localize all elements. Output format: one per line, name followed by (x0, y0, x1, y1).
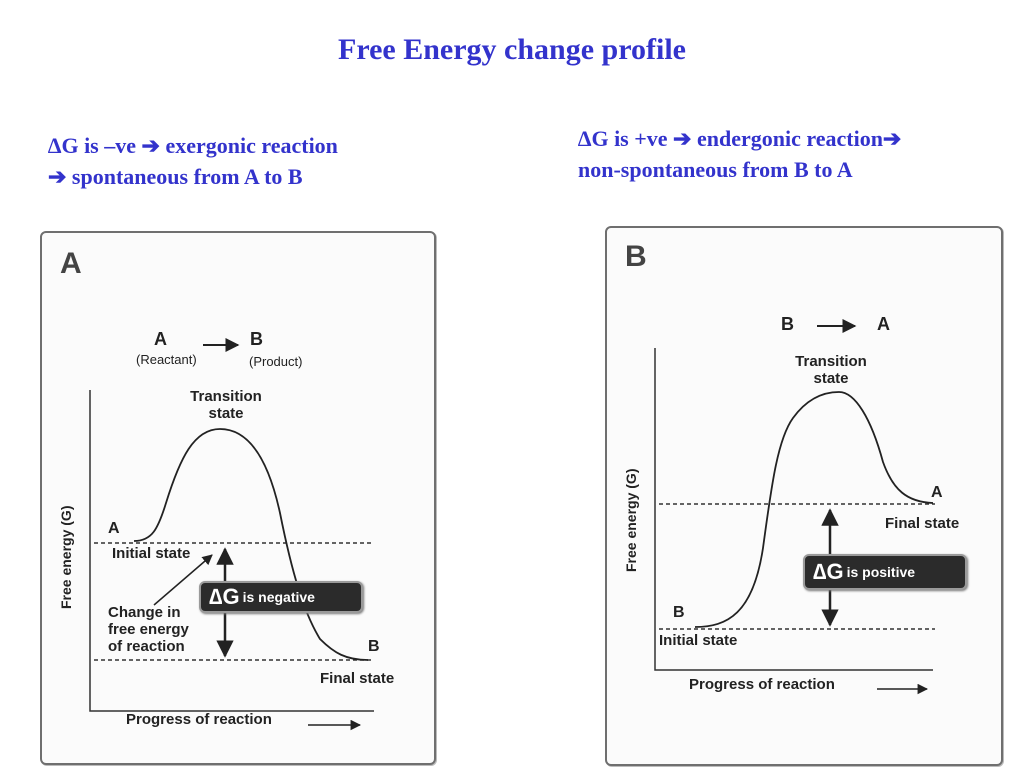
equation-reactant: B (781, 314, 794, 334)
change-note-line2: free energy (108, 621, 189, 638)
endergonic-diagram-panel: B B A Transition state B A Final state I… (605, 226, 1003, 766)
end-point-label: B (368, 638, 380, 655)
delta-g-positive-badge: ∆G is positive (803, 554, 967, 590)
change-note-pointer (153, 554, 213, 606)
y-axis-label: Free energy (G) (623, 468, 639, 572)
panel-a-label: A (60, 247, 82, 280)
delta-g-negative-text: is negative (242, 589, 315, 605)
endergonic-caption-line1: ∆G is +ve ➔ endergonic reaction➔ (578, 126, 902, 151)
transition-state-label: Transition state (170, 388, 282, 422)
exergonic-diagram-panel: A A B (Reactant) (Product) Transition st… (40, 231, 436, 765)
slide-title: Free Energy change profile (338, 33, 686, 66)
x-axis-label: Progress of reaction (126, 711, 272, 728)
exergonic-caption: ∆G is –ve ➔ exergonic reaction ➔ spontan… (48, 130, 338, 192)
final-state-label: Final state (885, 515, 960, 532)
change-note-line3: of reaction (108, 638, 185, 655)
transition-state-line1: Transition (795, 353, 867, 370)
product-sublabel: (Product) (249, 354, 303, 369)
x-axis-label: Progress of reaction (689, 676, 835, 693)
transition-state-label: Transition state (775, 353, 887, 387)
exergonic-caption-line2: ➔ spontaneous from A to B (48, 164, 303, 189)
energy-curve (694, 391, 934, 628)
initial-state-label: Initial state (112, 545, 191, 562)
y-axis-label: Free energy (G) (58, 505, 74, 609)
endergonic-caption-line2: non-spontaneous from B to A (578, 157, 853, 182)
start-point-label: B (673, 604, 685, 621)
endergonic-diagram-graphics (654, 319, 935, 695)
equation-reactant: A (154, 329, 167, 349)
delta-g-negative-badge: ∆G is negative (199, 581, 363, 613)
final-state-label: Final state (320, 670, 395, 687)
exergonic-caption-line1: ∆G is –ve ➔ exergonic reaction (48, 133, 338, 158)
transition-state-line2: state (208, 405, 244, 422)
start-point-label: A (108, 520, 120, 537)
equation-product: A (877, 314, 890, 334)
endergonic-caption: ∆G is +ve ➔ endergonic reaction➔ non-spo… (578, 123, 901, 185)
y-axis-line (89, 390, 374, 712)
energy-curve (133, 428, 369, 661)
transition-state-line2: state (813, 370, 849, 387)
reactant-sublabel: (Reactant) (136, 352, 197, 367)
change-in-free-energy-note: Change in free energy of reaction (108, 604, 189, 655)
equation-product: B (250, 329, 263, 349)
transition-state-line1: Transition (190, 388, 262, 405)
end-point-label: A (931, 484, 943, 501)
change-note-line1: Change in (108, 604, 181, 621)
delta-g-symbol: ∆G (813, 559, 844, 584)
delta-g-symbol: ∆G (209, 584, 240, 609)
initial-state-label: Initial state (659, 632, 738, 649)
y-axis-line (654, 348, 933, 671)
panel-b-label: B (625, 240, 647, 273)
exergonic-diagram-graphics (89, 338, 374, 731)
delta-g-positive-text: is positive (846, 564, 916, 580)
